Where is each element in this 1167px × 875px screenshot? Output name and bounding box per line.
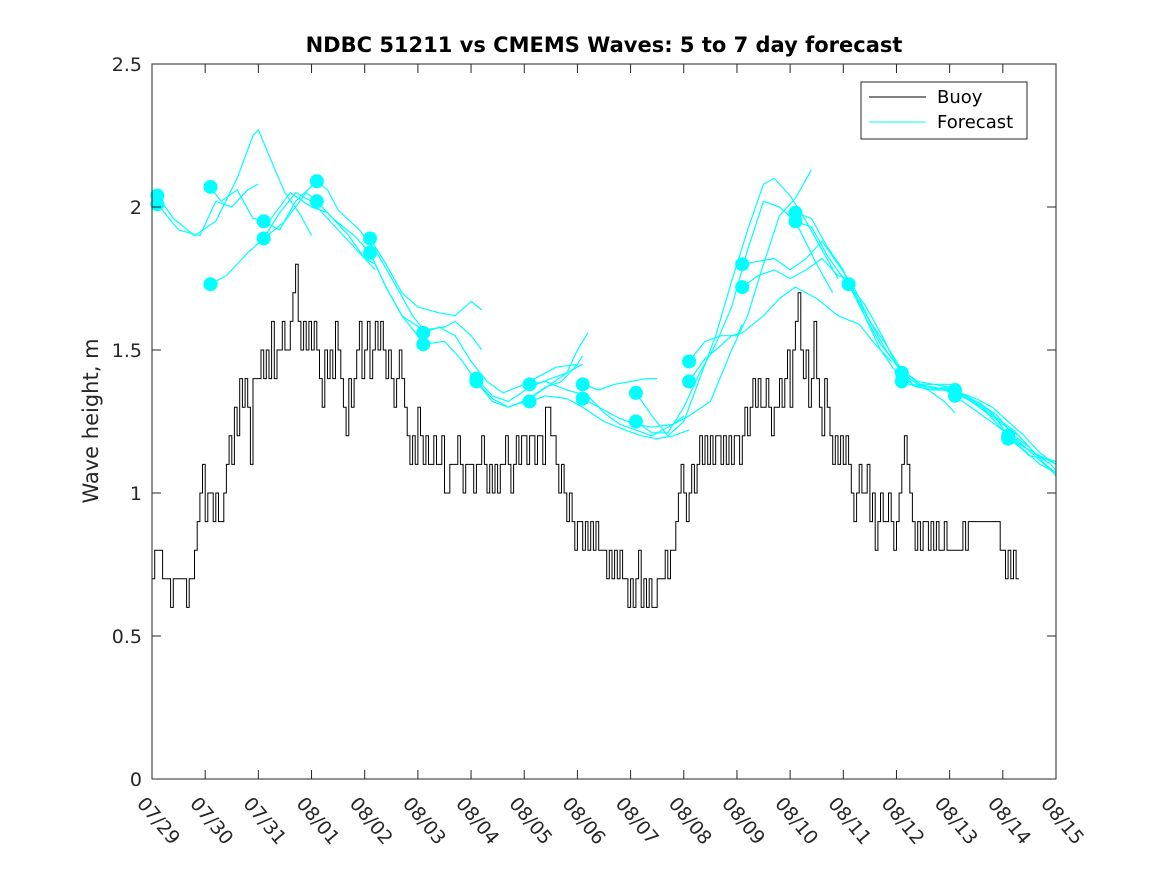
forecast-point — [735, 257, 750, 272]
forecast-point — [416, 325, 431, 340]
x-tick-label: 07/29 — [132, 793, 184, 849]
x-tick-label: 08/05 — [504, 793, 556, 849]
y-tick-label: 0 — [130, 769, 142, 791]
forecast-point — [203, 277, 218, 292]
legend-box — [860, 81, 1028, 140]
forecast-line — [1007, 435, 1057, 465]
legend-label-forecast: Forecast — [937, 112, 1013, 133]
plot-frame — [151, 63, 1057, 780]
forecast-point — [416, 337, 431, 352]
chart-title: NDBC 51211 vs CMEMS Waves: 5 to 7 day fo… — [306, 33, 903, 57]
forecast-point — [1001, 431, 1016, 446]
x-tick-label: 07/31 — [239, 793, 291, 849]
forecast-line — [156, 183, 259, 237]
forecast-point — [256, 214, 271, 229]
forecast-point — [628, 385, 643, 400]
buoy-line — [152, 263, 1019, 608]
forecast-point — [309, 174, 324, 189]
x-tick-label: 08/10 — [770, 793, 822, 849]
x-tick-label: 08/12 — [877, 793, 929, 849]
forecast-point — [522, 377, 537, 392]
x-tick-label: 07/30 — [185, 793, 237, 849]
forecast-line — [582, 378, 658, 391]
forecast-point — [841, 277, 856, 292]
forecast-point — [575, 377, 590, 392]
legend: Buoy Forecast — [860, 81, 1028, 140]
x-tick-label: 08/08 — [664, 793, 716, 849]
x-tick-label: 08/06 — [558, 793, 610, 849]
x-tick-label: 08/03 — [398, 793, 450, 849]
forecast-point — [256, 231, 271, 246]
forecast-line — [635, 177, 839, 437]
forecast-markers — [150, 174, 1016, 446]
forecast-line — [210, 192, 376, 285]
x-tick-label: 08/04 — [451, 793, 503, 849]
legend-label-buoy: Buoy — [937, 87, 983, 108]
forecast-point — [203, 179, 218, 194]
forecast-point — [894, 374, 909, 389]
x-tick-label: 08/02 — [345, 793, 397, 849]
forecast-line — [210, 186, 376, 265]
x-tick-label: 08/01 — [292, 793, 344, 849]
forecast-line — [529, 380, 685, 437]
buoy-series — [152, 263, 1019, 608]
forecast-point — [522, 394, 537, 409]
y-axis-label: Wave height, m — [79, 338, 103, 503]
y-tick-label: 0.5 — [112, 626, 142, 648]
forecast-line — [475, 355, 584, 408]
forecast-line — [1007, 438, 1057, 474]
y-tick-label: 2.5 — [112, 54, 142, 76]
forecast-line — [688, 324, 743, 362]
forecast-point — [363, 245, 378, 260]
forecast-point — [309, 194, 324, 209]
forecast-line — [901, 380, 1057, 463]
x-tick-label: 08/15 — [1036, 793, 1088, 849]
forecast-line — [688, 286, 892, 382]
forecast-line — [529, 395, 690, 440]
forecast-line — [263, 180, 429, 337]
forecast-point — [469, 374, 484, 389]
forecast-point — [628, 414, 643, 429]
forecast-line — [422, 326, 578, 394]
x-tick-label: 08/07 — [611, 793, 663, 849]
forecast-line — [423, 340, 583, 408]
forecast-point — [947, 388, 962, 403]
forecast-line — [369, 238, 483, 317]
forecast-line — [582, 169, 812, 428]
y-axis: 0 0.5 1 1.5 2 2.5 — [112, 54, 1056, 791]
y-tick-label: 1.5 — [112, 340, 142, 362]
forecast-point — [150, 197, 165, 212]
forecast-point — [363, 231, 378, 246]
y-tick-label: 1 — [130, 483, 142, 505]
forecast-point — [788, 214, 803, 229]
forecast-point — [682, 354, 697, 369]
x-tick-label: 08/11 — [823, 793, 875, 849]
x-tick-label: 08/14 — [983, 793, 1035, 849]
forecast-point — [575, 391, 590, 406]
forecast-point — [735, 280, 750, 295]
forecast-point — [682, 374, 697, 389]
y-tick-label: 2 — [130, 197, 142, 219]
x-tick-label: 08/09 — [717, 793, 769, 849]
x-tick-label: 08/13 — [930, 793, 982, 849]
